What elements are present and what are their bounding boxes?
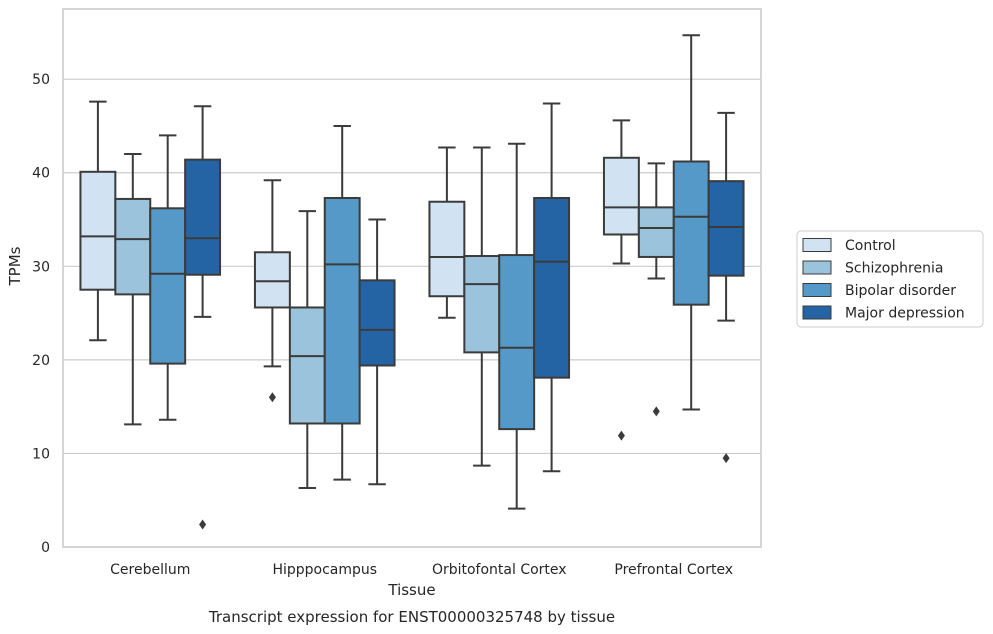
legend-swatch <box>802 283 832 297</box>
iqr-box <box>637 206 675 258</box>
legend-label: Control <box>845 238 896 254</box>
plot-area-frame <box>62 8 762 548</box>
legend-frame <box>796 230 984 328</box>
x-axis-label: Tissue <box>387 581 435 599</box>
chart-caption: Transcript expression for ENST0000032574… <box>208 608 615 626</box>
box-3-0 <box>602 119 640 441</box>
iqr-box <box>533 197 571 379</box>
iqr-box <box>253 251 291 309</box>
y-axis-label: TPMs <box>6 246 24 286</box>
iqr-box <box>498 254 536 431</box>
iqr-box <box>79 170 117 291</box>
legend-swatch <box>802 238 832 252</box>
box-1-2 <box>323 124 361 481</box>
box-2-3 <box>533 102 571 473</box>
y-tick-label: 10 <box>32 446 50 462</box>
box-3-3 <box>707 111 745 464</box>
x-tick-label: Cerebellum <box>110 562 190 578</box>
box-3-2 <box>672 34 710 411</box>
outlier-point <box>617 430 625 441</box>
box-0-3 <box>184 105 222 530</box>
legend-label: Major depression <box>845 306 965 322</box>
box-0-2 <box>149 134 187 421</box>
box-2-0 <box>428 146 466 319</box>
iqr-box <box>114 197 152 296</box>
iqr-box <box>707 180 745 277</box>
box-2-2 <box>498 142 536 510</box>
y-tick-label: 20 <box>32 353 50 369</box>
box-3-1 <box>637 162 675 417</box>
legend-swatch <box>802 260 832 275</box>
y-tick-label: 40 <box>32 166 50 182</box>
iqr-box <box>602 156 640 236</box>
box-0-0 <box>79 100 117 342</box>
outlier-point <box>722 453 730 464</box>
y-tick-labels: 0 10 20 30 40 50 <box>32 72 50 556</box>
legend: Control Schizophrenia Bipolar disorder Majo… <box>796 230 984 328</box>
iqr-box <box>672 160 710 306</box>
x-tick-labels: Cerebellum Hipppocampus Orbitofontal Corte… <box>110 562 733 578</box>
iqr-box <box>358 279 396 367</box>
y-tick-label: 50 <box>32 72 50 88</box>
x-tick-label: Prefrontal Cortex <box>614 562 733 578</box>
iqr-box <box>323 197 361 425</box>
box-1-1 <box>288 210 326 490</box>
iqr-box <box>428 200 466 298</box>
legend-label: Schizophrenia <box>845 261 943 277</box>
box-0-1 <box>114 153 152 426</box>
iqr-box <box>184 158 222 276</box>
legend-swatch <box>802 305 832 320</box>
box-1-3 <box>358 218 396 486</box>
iqr-box <box>288 306 326 425</box>
iqr-box <box>149 207 187 365</box>
box-2-1 <box>463 146 501 467</box>
y-tick-label: 0 <box>41 540 50 556</box>
x-tick-label: Orbitofontal Cortex <box>432 562 567 578</box>
box-plot-marks <box>79 34 745 530</box>
y-tick-label: 30 <box>32 259 50 275</box>
outlier-point <box>652 406 660 417</box>
outlier-point <box>268 392 276 403</box>
iqr-box <box>463 255 501 354</box>
x-tick-label: Hipppocampus <box>272 562 377 578</box>
legend-label: Bipolar disorder <box>845 283 956 299</box>
box-1-0 <box>253 179 291 403</box>
outlier-point <box>199 519 207 530</box>
